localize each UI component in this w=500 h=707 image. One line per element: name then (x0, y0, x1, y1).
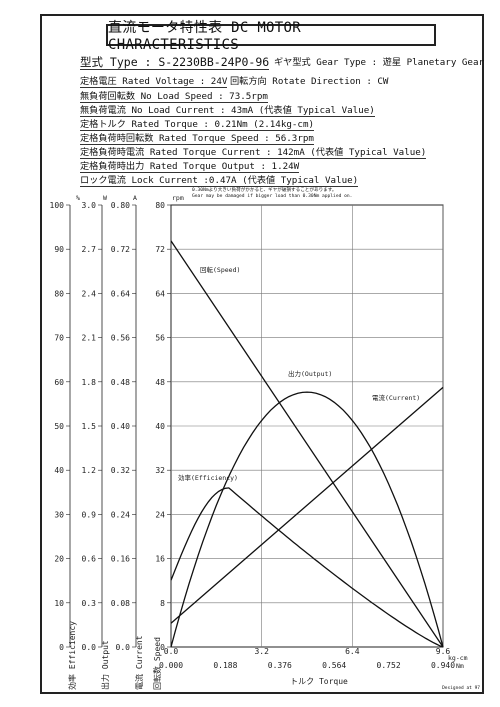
x-axis-label: トルク Torque (290, 677, 348, 686)
spec-no-load-speed: 無負荷回転数 No Load Speed : 73.5rpm (80, 91, 268, 103)
speed-tick-label: 16 (155, 555, 165, 564)
output-axis-label: 出力 Output (100, 640, 110, 690)
title-text: 直流モータ特性表 DC MOTOR CHARACTERISTICS (108, 20, 301, 53)
output-tick-label: 0.6 (82, 555, 97, 564)
spec-gear-type: ギヤ型式 Gear Type : 遊星 Planetary Gear (274, 57, 485, 68)
output-tick-label: 1.5 (82, 422, 97, 431)
page-title: 直流モータ特性表 DC MOTOR CHARACTERISTICS (106, 20, 436, 53)
current-tick-label: 0.72 (111, 245, 130, 254)
speed-tick-label: 40 (155, 422, 165, 431)
gear-warning-en: Gear may be damaged if bigger load than … (192, 194, 353, 199)
gear-warning-jp: 0.30Nmより大きい負荷がかかると、ギヤが破損することがあります。 (192, 188, 337, 193)
output-tick-label: 0.0 (82, 643, 97, 652)
speed-tick-label: 80 (155, 201, 165, 210)
speed-tick-label: 56 (155, 334, 165, 343)
output-tick-label: 1.8 (82, 378, 97, 387)
current-tick-label: 0.64 (111, 289, 130, 298)
spec-type: 型式 Type : S-2230BB-24P0-96 (80, 55, 270, 70)
current-tick-label: 0.32 (111, 466, 130, 475)
output-tick-label: 0.3 (82, 599, 97, 608)
torque-nm-tick: 0.940 (431, 661, 455, 670)
speed-tick-label: 32 (155, 466, 165, 475)
torque-kgcm-tick: 3.2 (254, 647, 269, 656)
spec-rated-torque-speed: 定格負荷時回転数 Rated Torque Speed : 56.3rpm (80, 133, 314, 145)
spec-rated-torque: 定格トルク Rated Torque : 0.21Nm (2.14kg-cm) (80, 119, 315, 131)
efficiency-tick-label: 70 (54, 334, 64, 343)
efficiency-unit: % (76, 194, 80, 202)
speed-tick-label: 64 (155, 289, 165, 298)
torque-nm-tick: 0.000 (159, 661, 183, 670)
torque-kgcm-tick: 9.6 (436, 647, 451, 656)
efficiency-axis-label: 効率 Efficiency (67, 621, 77, 690)
speed-axis-label: 回転数 Speed (152, 637, 162, 690)
current-axis-label: 電流 Current (134, 635, 144, 690)
output-curve (170, 391, 444, 648)
speed-tick-label: 8 (160, 599, 165, 608)
efficiency-series-label: 効率(Efficiency) (178, 473, 238, 482)
torque-kgcm-tick: 6.4 (345, 647, 360, 656)
current-unit: A (133, 194, 137, 202)
output-tick-label: 3.0 (82, 201, 97, 210)
spec-rated-torque-current: 定格負荷時電流 Rated Torque Current : 142mA (代表… (80, 147, 427, 159)
speed-tick-label: 24 (155, 510, 165, 519)
current-tick-label: 0.56 (111, 334, 130, 343)
speed-tick-label: 0 (160, 643, 165, 652)
spec-lock-current: ロック電流 Lock Current :0.47A (代表値 Typical V… (80, 175, 359, 187)
torque-unit-nm: Nm (456, 662, 464, 670)
efficiency-tick-label: 0 (59, 643, 64, 652)
spec-voltage: 定格電圧 Rated Voltage : 24V (80, 76, 228, 88)
torque-nm-tick: 0.752 (377, 661, 401, 670)
output-tick-label: 1.2 (82, 466, 97, 475)
speed-tick-label: 72 (155, 245, 165, 254)
current-tick-label: 0.0 (116, 643, 131, 652)
output-tick-label: 2.1 (82, 334, 97, 343)
output-tick-label: 2.7 (82, 245, 97, 254)
torque-unit-kgcm: kg-cm (448, 654, 468, 662)
speed-line (170, 240, 444, 648)
current-tick-label: 0.48 (111, 378, 130, 387)
output-tick-label: 2.4 (82, 289, 97, 298)
spec-no-load-current: 無負荷電流 No Load Current : 43mA (代表値 Typica… (80, 105, 375, 117)
sheet-frame (40, 14, 484, 694)
efficiency-tick-label: 10 (54, 599, 64, 608)
efficiency-tick-label: 100 (50, 201, 65, 210)
torque-nm-tick: 0.564 (322, 661, 346, 670)
efficiency-tick-label: 50 (54, 422, 64, 431)
current-tick-label: 0.24 (111, 510, 130, 519)
speed-unit: rpm (172, 194, 184, 202)
torque-nm-tick: 0.188 (213, 661, 237, 670)
current-series-label: 電流(Current) (372, 393, 420, 402)
efficiency-tick-label: 90 (54, 245, 64, 254)
speed-series-label: 回転(Speed) (200, 266, 240, 274)
torque-kgcm-tick: 0.0 (164, 647, 179, 656)
torque-nm-tick: 0.376 (268, 661, 292, 670)
efficiency-tick-label: 30 (54, 510, 64, 519)
output-tick-label: 0.9 (82, 510, 97, 519)
current-tick-label: 0.40 (111, 422, 130, 431)
efficiency-tick-label: 80 (54, 289, 64, 298)
output-unit: W (103, 194, 107, 202)
efficiency-tick-label: 60 (54, 378, 64, 387)
current-line (170, 386, 444, 624)
designed-note: Designed at 97 (442, 686, 480, 691)
spec-rated-output: 定格負荷時出力 Rated Torque Output : 1.24W (80, 161, 300, 173)
efficiency-tick-label: 40 (54, 466, 64, 475)
efficiency-tick-label: 20 (54, 555, 64, 564)
current-tick-label: 0.16 (111, 555, 130, 564)
current-tick-label: 0.08 (111, 599, 130, 608)
output-series-label: 出力(Output) (288, 369, 332, 378)
current-tick-label: 0.80 (111, 201, 130, 210)
spec-rotation: 回転方向 Rotate Direction : CW (230, 76, 389, 87)
speed-tick-label: 48 (155, 378, 165, 387)
efficiency-curve (170, 487, 444, 648)
